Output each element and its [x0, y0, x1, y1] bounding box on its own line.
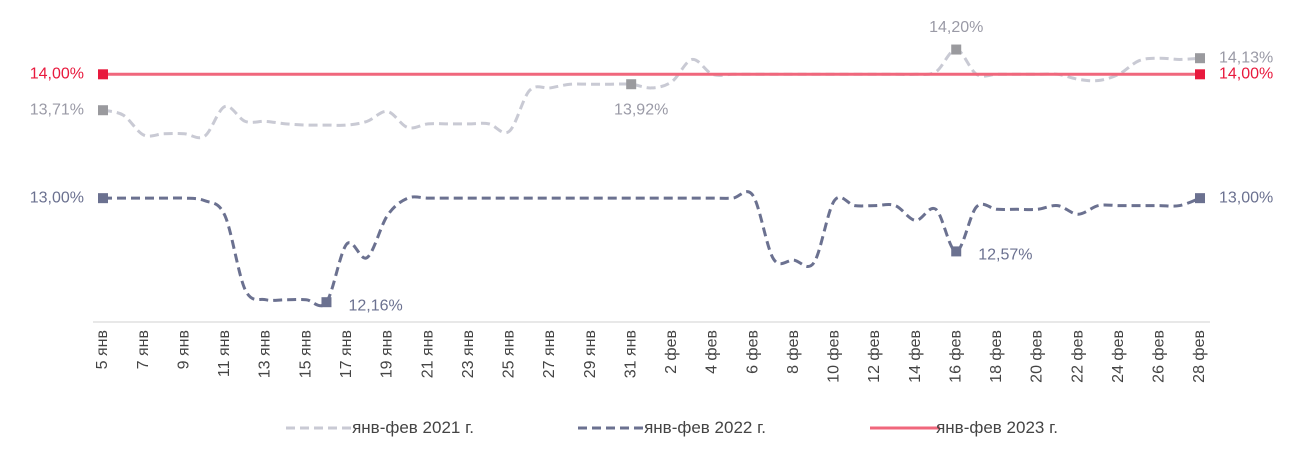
data-label: 12,16% [348, 297, 402, 314]
marker [321, 297, 332, 308]
x-tick-label: 5 янв [94, 330, 111, 369]
x-tick-label: 12 фев [866, 330, 883, 383]
legend-label: янв-фев 2023 г. [936, 418, 1058, 437]
x-tick-label: 27 янв [541, 330, 558, 378]
marker [951, 246, 962, 257]
x-tick-label: 25 янв [501, 330, 518, 378]
marker [1195, 69, 1205, 80]
legend-label: янв-фев 2021 г. [352, 418, 474, 437]
marker [626, 79, 637, 90]
marker [1195, 193, 1205, 204]
x-tick-label: 19 янв [379, 330, 396, 378]
x-tick-label: 15 янв [297, 330, 314, 378]
x-tick-label: 11 янв [216, 330, 233, 377]
x-tick-label: 24 фев [1110, 330, 1127, 383]
x-tick-label: 21 янв [419, 330, 436, 378]
x-tick-label: 28 фев [1191, 330, 1208, 383]
x-tick-label: 31 янв [622, 330, 639, 378]
x-tick-label: 22 фев [1069, 330, 1086, 383]
series-line [102, 190, 1201, 308]
x-tick-label: 29 янв [582, 330, 599, 378]
data-label: 14,13% [1219, 49, 1273, 66]
x-tick-label: 23 янв [460, 330, 477, 378]
data-label: 13,00% [30, 189, 84, 206]
legend-label: янв-фев 2022 г. [644, 418, 766, 437]
x-tick-label: 6 фев [744, 330, 761, 374]
series-line [102, 48, 1201, 140]
x-tick-label: 17 янв [338, 330, 355, 378]
marker [951, 44, 962, 55]
x-tick-label: 7 янв [135, 330, 152, 369]
x-tick-label: 18 фев [988, 330, 1005, 383]
x-tick-label: 2 фев [663, 330, 680, 374]
x-tick-label: 8 фев [785, 330, 802, 374]
x-tick-label: 13 янв [257, 330, 274, 378]
x-tick-label: 16 фев [947, 330, 964, 383]
x-tick-label: 14 фев [907, 330, 924, 383]
marker [1195, 53, 1205, 64]
data-label: 14,00% [1219, 66, 1273, 83]
x-tick-label: 4 фев [704, 330, 721, 374]
data-label: 14,00% [30, 66, 84, 83]
data-label: 12,57% [978, 247, 1032, 264]
x-tick-label: 10 фев [826, 330, 843, 383]
marker [98, 193, 108, 204]
x-tick-label: 26 фев [1151, 330, 1168, 383]
marker [98, 69, 108, 80]
x-tick-label: 20 фев [1029, 330, 1046, 383]
data-label: 13,00% [1219, 189, 1273, 206]
data-label: 14,20% [929, 19, 983, 36]
x-tick-label: 9 янв [175, 330, 192, 369]
marker [98, 105, 108, 116]
data-label: 13,71% [30, 101, 84, 118]
data-label: 13,92% [614, 101, 668, 118]
